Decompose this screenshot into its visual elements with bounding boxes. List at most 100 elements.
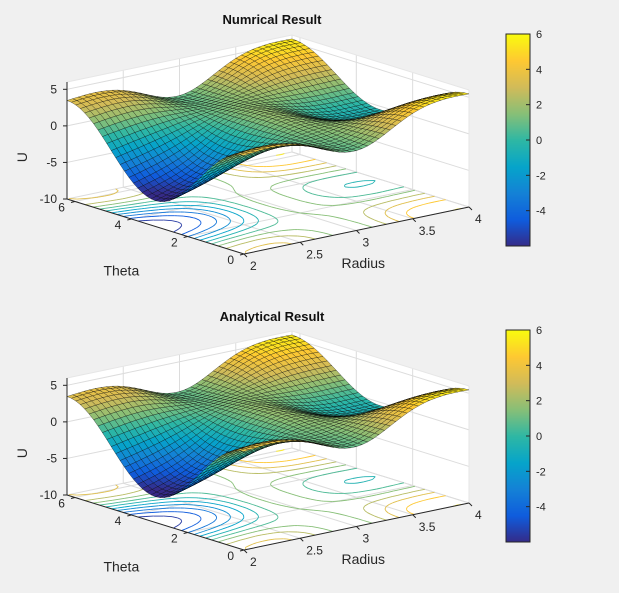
colorbar-band — [506, 442, 530, 444]
contour-segment — [370, 192, 377, 195]
colorbar-band — [506, 200, 530, 202]
contour-segment — [270, 170, 278, 173]
contour-segment — [230, 481, 234, 484]
contour-segment — [256, 505, 262, 508]
contour-segment — [189, 230, 192, 232]
contour-segment — [398, 482, 404, 485]
contour-segment — [176, 196, 184, 199]
y-tick-mark — [127, 514, 132, 517]
colorbar-band — [506, 335, 530, 337]
contour-segment — [255, 534, 262, 537]
contour-segment — [381, 497, 388, 500]
contour-segment — [91, 196, 97, 199]
colorbar-band — [506, 343, 530, 345]
contour-segment — [387, 484, 394, 487]
colorbar-band — [506, 448, 530, 450]
contour-segment — [352, 180, 359, 183]
contour-segment — [368, 183, 373, 186]
contour-segment — [157, 202, 165, 205]
contour-segment — [297, 166, 304, 169]
colorbar-band — [506, 439, 530, 441]
contour-segment — [199, 223, 202, 226]
contour-segment — [224, 530, 230, 533]
colorbar-band — [506, 112, 530, 114]
contour-segment — [233, 485, 236, 488]
contour-segment — [235, 521, 240, 525]
contour-segment — [275, 230, 282, 233]
contour-segment — [247, 531, 253, 535]
colorbar-band — [506, 373, 530, 375]
contour-segment — [272, 461, 280, 463]
contour-segment — [177, 221, 182, 224]
contour-segment — [257, 202, 263, 205]
contour-segment — [208, 226, 213, 229]
contour-segment — [413, 205, 417, 208]
contour-projection — [68, 153, 462, 254]
contour-segment — [270, 484, 272, 486]
colorbar-tick-label: 4 — [536, 64, 542, 76]
contour-segment — [254, 519, 258, 522]
contour-segment — [98, 195, 105, 198]
contour-segment — [210, 535, 213, 538]
y-tick-label: 6 — [58, 200, 65, 214]
colorbar-band — [506, 153, 530, 155]
contour-segment — [304, 478, 309, 482]
contour-segment — [252, 542, 257, 545]
colorbar-band — [506, 39, 530, 41]
contour-segment — [206, 206, 214, 209]
contour-segment — [242, 210, 247, 213]
contour-segment — [275, 487, 280, 491]
z-tick-label: -5 — [46, 451, 57, 465]
contour-segment — [252, 234, 259, 237]
contour-segment — [212, 521, 214, 523]
contour-segment — [359, 497, 363, 499]
colorbar-band — [506, 81, 530, 83]
colorbar-band — [506, 173, 530, 175]
contour-segment — [118, 501, 123, 503]
contour-segment — [406, 496, 413, 499]
contour-segment — [344, 184, 346, 187]
contour-segment — [386, 200, 393, 203]
contour-segment — [258, 229, 261, 231]
colorbar-band — [506, 379, 530, 381]
contour-segment — [349, 516, 355, 519]
contour-segment — [112, 202, 119, 205]
colorbar-band — [506, 435, 530, 437]
contour-segment — [237, 534, 243, 537]
colorbar-band — [506, 36, 530, 38]
contour-segment — [227, 183, 231, 186]
contour-segment — [376, 493, 383, 496]
colorbar-band — [506, 392, 530, 394]
colorbar-band — [506, 119, 530, 121]
contour-segment — [371, 198, 377, 201]
contour-segment — [333, 175, 340, 178]
contour-segment — [354, 221, 359, 224]
colorbar-band — [506, 240, 530, 242]
contour-segment — [213, 224, 216, 227]
contour-segment — [254, 201, 258, 204]
contour-segment — [233, 189, 236, 192]
contour-segment — [299, 235, 305, 238]
contour-segment — [363, 505, 366, 507]
contour-segment — [239, 194, 243, 198]
contour-segment — [136, 198, 143, 201]
surface-patch — [458, 388, 470, 392]
contour-segment — [238, 229, 244, 233]
colorbar-band — [506, 78, 530, 80]
contour-segment — [133, 490, 139, 493]
contour-segment — [439, 199, 446, 202]
contour-segment — [223, 172, 230, 175]
contour-segment — [231, 523, 235, 527]
contour-segment — [376, 191, 383, 194]
contour-segment — [189, 211, 198, 214]
colorbar-band — [506, 408, 530, 410]
contour-segment — [254, 223, 258, 226]
contour-segment — [388, 502, 393, 505]
y-axis-line — [66, 198, 245, 255]
colorbar-band — [506, 339, 530, 341]
contour-segment — [68, 494, 77, 496]
contour-segment — [212, 238, 216, 241]
colorbar-band — [506, 165, 530, 167]
colorbar-band — [506, 243, 530, 245]
